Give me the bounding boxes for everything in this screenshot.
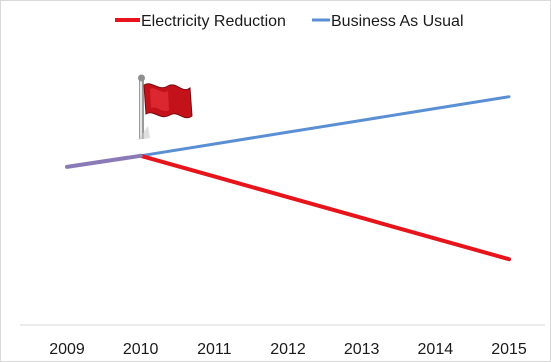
x-tick-label-2011: 2011 [197,341,232,358]
x-tick-label-2010: 2010 [123,341,159,358]
x-tick-label-2012: 2012 [270,341,306,358]
series-overlap-segment [65,153,143,169]
legend-label-electricity-reduction: Electricity Reduction [141,13,286,30]
series-layer [65,95,511,262]
x-tick-label-2015: 2015 [491,341,527,358]
x-tick-label-2013: 2013 [344,341,380,358]
red-flag-icon [138,74,193,140]
series-line-electricity-reduction [138,153,511,262]
legend-label-business-as-usual: Business As Usual [331,13,464,30]
x-axis-tick-labels: 2009 2010 2011 2012 2013 2014 2015 [49,341,527,358]
x-tick-label-2014: 2014 [418,341,454,358]
x-tick-label-2009: 2009 [49,341,85,358]
legend: Electricity Reduction Business As Usual [115,13,464,30]
